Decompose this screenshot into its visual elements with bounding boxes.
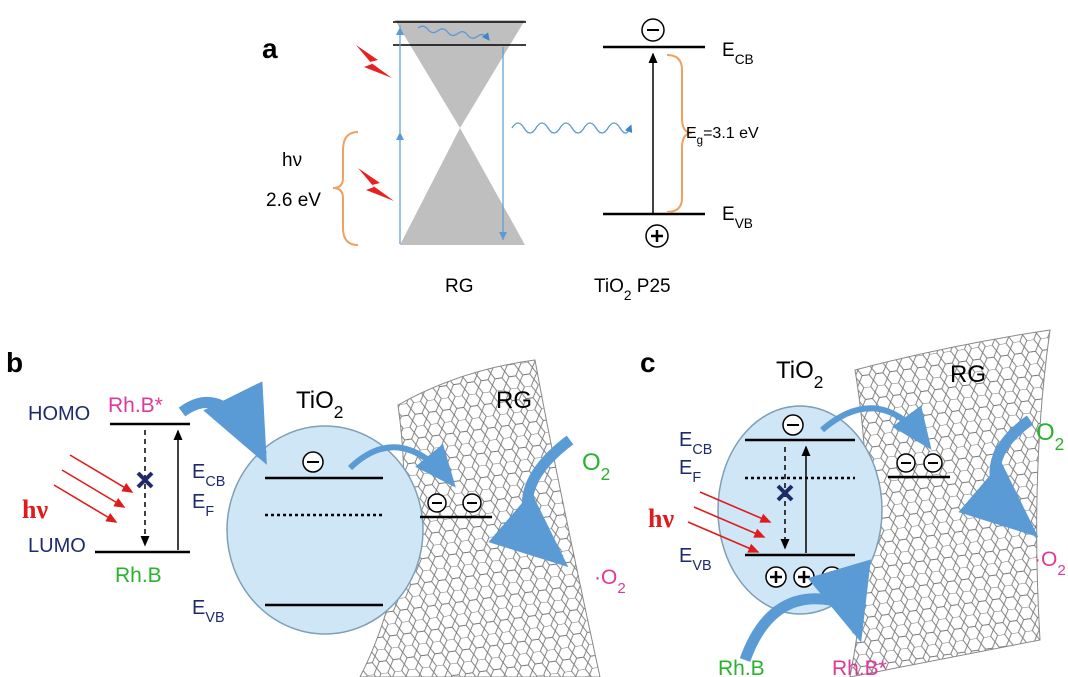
shape: [54, 485, 116, 522]
text-part: 2: [1055, 434, 1065, 454]
text-part: P25: [632, 276, 671, 297]
text-part: =3.1 eV: [703, 125, 759, 142]
text-part: CB: [205, 474, 225, 490]
light-rays: [54, 455, 132, 522]
tio2-particle: [227, 426, 423, 634]
lumo: LUMO: [28, 535, 86, 557]
text-part: E: [192, 597, 205, 619]
text-part: 2: [617, 580, 625, 597]
tio2-label: TiO2 P25: [594, 276, 671, 303]
shape: [182, 402, 262, 455]
photon-label: hν: [648, 504, 674, 533]
text-part: E: [686, 125, 697, 142]
rhb: Rh.B: [115, 564, 162, 587]
text-part: F: [205, 504, 214, 520]
panel-label: a: [262, 33, 278, 64]
text-part: E: [679, 545, 692, 567]
holes: [766, 567, 842, 587]
text-part: 2: [1057, 562, 1065, 579]
text-part: TiO: [776, 357, 814, 384]
text-part: E: [722, 40, 735, 61]
text-part: E: [192, 491, 205, 513]
electron: [303, 452, 323, 472]
rg-label: RG: [496, 387, 532, 414]
text-part: E: [192, 461, 205, 483]
homo: HOMO: [28, 403, 90, 425]
e-cb: ECB: [722, 40, 754, 67]
text-part: CB: [735, 52, 754, 67]
text-part: ·O: [594, 566, 617, 589]
e-f: EF: [192, 491, 214, 520]
text-part: O: [582, 449, 601, 476]
text-part: VB: [205, 610, 224, 626]
band-gap: Eg=3.1 eV: [686, 125, 759, 147]
rhb: Rh.B: [718, 657, 765, 677]
text-part: TiO: [296, 387, 334, 414]
shape: [70, 455, 132, 492]
e-vb: EVB: [722, 204, 753, 231]
text-part: ·O: [1034, 548, 1057, 571]
e-cb: ECB: [192, 461, 225, 490]
text-part: CB: [692, 442, 712, 458]
tio2-label: TiO2: [296, 387, 343, 422]
text-part: VB: [735, 216, 753, 231]
panel-b: b RG HOMO Rh.B* hν LUMO Rh.B TiO2 ECB EF…: [6, 347, 626, 677]
photon-energy: 2.6 eV: [266, 190, 321, 211]
text-part: E: [679, 457, 692, 479]
brace: [333, 132, 358, 245]
panel-label: b: [6, 347, 23, 378]
tio2-label: TiO2: [776, 357, 823, 392]
hole: [646, 225, 668, 247]
rg-label: RG: [445, 276, 474, 297]
text-part: O: [1036, 419, 1055, 446]
lightning: [358, 168, 394, 201]
text-part: 2: [334, 402, 344, 422]
photon-label: hν: [282, 150, 302, 171]
figure: a hν 2.6 eV ECB Eg=3.1 eV EVB RG TiO2 P2…: [0, 0, 1068, 677]
e-cb: ECB: [679, 429, 712, 458]
text-part: 2: [601, 464, 611, 484]
photon-label: hν: [22, 495, 48, 524]
text-part: 2: [624, 288, 632, 303]
o2: O2: [582, 449, 610, 484]
text-part: F: [692, 470, 701, 486]
e-f: EF: [679, 457, 701, 486]
rg-label: RG: [950, 361, 986, 388]
shape: [62, 470, 124, 507]
panel-a: a hν 2.6 eV ECB Eg=3.1 eV EVB RG TiO2 P2…: [262, 19, 759, 303]
rhb-excited: Rh.B*: [108, 394, 163, 417]
superoxide: ·O2: [1034, 548, 1066, 579]
panel-c: c RG TiO2 ECB EF hν EVB O2 ·O2 Rh.B Rh.B…: [640, 330, 1066, 677]
text-part: E: [679, 429, 692, 451]
dirac-cone: [395, 20, 525, 245]
text-part: TiO: [594, 276, 624, 297]
text-part: VB: [692, 558, 711, 574]
superoxide: ·O2: [594, 566, 626, 597]
text-part: E: [722, 204, 735, 225]
lightning: [356, 45, 392, 78]
e-vb: EVB: [679, 545, 712, 574]
wave: [512, 123, 630, 133]
rhb-excited: Rh.B*: [832, 657, 887, 677]
text-part: 2: [814, 372, 824, 392]
electron: [783, 415, 803, 435]
e-vb: EVB: [192, 597, 225, 626]
electron: [642, 19, 664, 41]
panel-label: c: [640, 347, 656, 378]
o2: O2: [1036, 419, 1064, 454]
